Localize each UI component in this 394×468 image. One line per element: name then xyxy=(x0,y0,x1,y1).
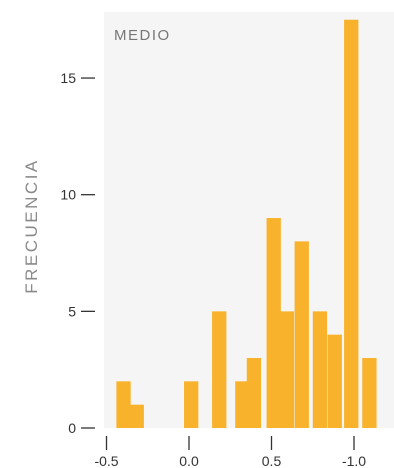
x-tick-label: 0.5 xyxy=(262,453,282,468)
y-tick-label: 5 xyxy=(68,303,76,319)
histogram-bar xyxy=(116,381,131,428)
x-tick-label: 0.0 xyxy=(179,453,199,468)
histogram-bar xyxy=(327,334,342,428)
panel-title: MEDIO xyxy=(114,27,171,44)
y-axis-title: FRECUENCIA xyxy=(22,158,41,294)
y-tick-label: 10 xyxy=(60,187,76,203)
histogram-bars xyxy=(116,19,377,428)
y-tick-label: 0 xyxy=(68,420,76,436)
histogram-bar xyxy=(294,241,309,428)
histogram-bar xyxy=(235,381,250,428)
histogram-bar xyxy=(246,358,262,428)
y-axis: 0 5 10 15 xyxy=(60,70,95,436)
y-tick-label: 15 xyxy=(60,70,76,86)
histogram-bar xyxy=(129,404,144,428)
x-tick-label: -1.0 xyxy=(342,453,366,468)
x-axis: -0.5 0.0 0.5 -1.0 xyxy=(94,436,366,468)
histogram-bar xyxy=(184,381,199,428)
histogram-bar xyxy=(279,311,295,428)
histogram-bar xyxy=(212,311,227,428)
histogram-bar xyxy=(266,218,281,428)
histogram-bar xyxy=(312,311,328,428)
x-tick-label: -0.5 xyxy=(94,453,118,468)
histogram-bar xyxy=(362,358,377,428)
histogram-bar xyxy=(344,19,359,428)
